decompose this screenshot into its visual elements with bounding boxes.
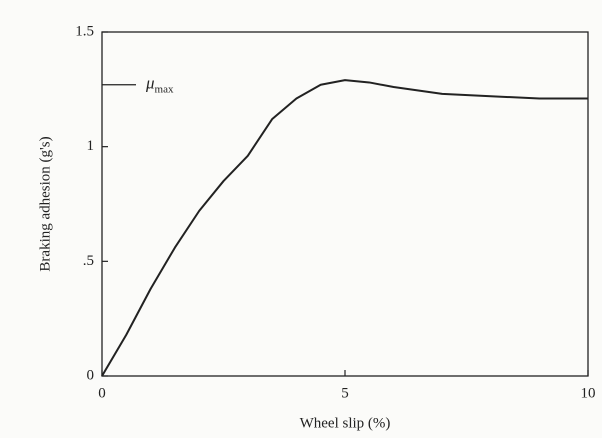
- plot-frame: [101, 31, 589, 377]
- y-axis-label: Braking adhesion (g's): [37, 136, 53, 271]
- annotation-symbol: μ: [145, 74, 155, 93]
- annotation-subscript: max: [155, 83, 174, 95]
- y-tick-label: 1.5: [75, 23, 94, 39]
- x-axis-label: Wheel slip (%): [300, 415, 391, 431]
- x-tick-label: 0: [98, 385, 106, 401]
- y-tick-label: .5: [83, 253, 94, 269]
- y-tick-label: 0: [87, 367, 95, 383]
- x-tick-label: 10: [581, 385, 596, 401]
- annotation: μmax: [145, 74, 174, 96]
- line: [101, 79, 588, 377]
- x-tick-label: 5: [341, 385, 349, 401]
- y-tick-label: 1: [87, 138, 95, 154]
